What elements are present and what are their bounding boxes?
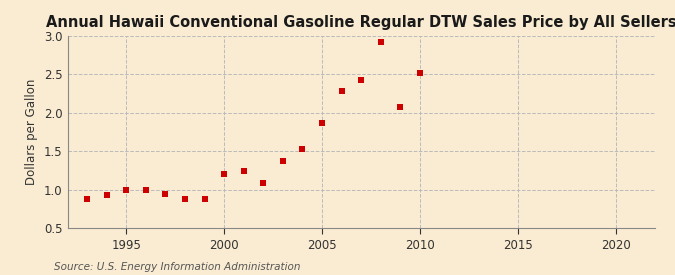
Point bbox=[140, 188, 151, 192]
Point bbox=[101, 193, 112, 197]
Point bbox=[82, 197, 92, 201]
Title: Annual Hawaii Conventional Gasoline Regular DTW Sales Price by All Sellers: Annual Hawaii Conventional Gasoline Regu… bbox=[46, 15, 675, 31]
Point bbox=[258, 181, 269, 185]
Point bbox=[121, 188, 132, 192]
Point bbox=[414, 70, 425, 75]
Point bbox=[238, 168, 249, 173]
Point bbox=[297, 147, 308, 151]
Point bbox=[395, 105, 406, 109]
Point bbox=[375, 40, 386, 44]
Point bbox=[277, 159, 288, 163]
Point bbox=[219, 171, 230, 176]
Point bbox=[317, 120, 327, 125]
Point bbox=[160, 192, 171, 197]
Point bbox=[199, 197, 210, 201]
Point bbox=[336, 89, 347, 94]
Point bbox=[180, 197, 190, 201]
Text: Source: U.S. Energy Information Administration: Source: U.S. Energy Information Administ… bbox=[54, 262, 300, 272]
Point bbox=[356, 78, 367, 82]
Y-axis label: Dollars per Gallon: Dollars per Gallon bbox=[26, 79, 38, 185]
